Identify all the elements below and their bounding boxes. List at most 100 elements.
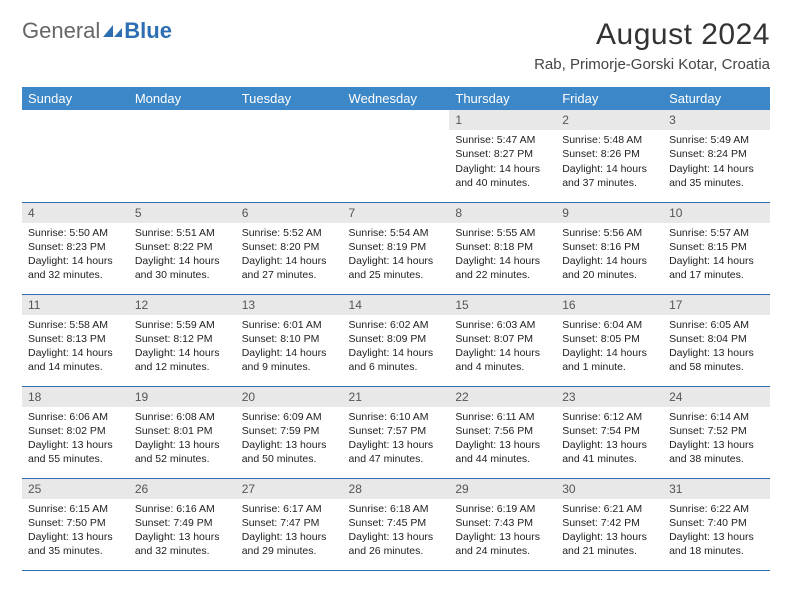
daylight-line: Daylight: 14 hours and 6 minutes.	[349, 346, 444, 374]
weekday-header: Sunday	[22, 87, 129, 110]
sunrise-line: Sunrise: 6:03 AM	[455, 318, 550, 332]
day-number: 2	[556, 110, 663, 130]
day-number: 11	[22, 295, 129, 315]
calendar-empty-cell	[129, 110, 236, 202]
daylight-line: Daylight: 13 hours and 44 minutes.	[455, 438, 550, 466]
daylight-line: Daylight: 13 hours and 55 minutes.	[28, 438, 123, 466]
daylight-line: Daylight: 14 hours and 9 minutes.	[242, 346, 337, 374]
sunset-line: Sunset: 7:54 PM	[562, 424, 657, 438]
calendar-day-cell: 27Sunrise: 6:17 AMSunset: 7:47 PMDayligh…	[236, 478, 343, 570]
calendar-row: 4Sunrise: 5:50 AMSunset: 8:23 PMDaylight…	[22, 202, 770, 294]
sunset-line: Sunset: 8:05 PM	[562, 332, 657, 346]
day-details: Sunrise: 6:01 AMSunset: 8:10 PMDaylight:…	[236, 315, 343, 379]
daylight-line: Daylight: 14 hours and 40 minutes.	[455, 162, 550, 190]
daylight-line: Daylight: 14 hours and 1 minute.	[562, 346, 657, 374]
day-details: Sunrise: 6:08 AMSunset: 8:01 PMDaylight:…	[129, 407, 236, 471]
calendar-day-cell: 29Sunrise: 6:19 AMSunset: 7:43 PMDayligh…	[449, 478, 556, 570]
day-details: Sunrise: 5:58 AMSunset: 8:13 PMDaylight:…	[22, 315, 129, 379]
day-number: 22	[449, 387, 556, 407]
day-number: 7	[343, 203, 450, 223]
calendar-day-cell: 7Sunrise: 5:54 AMSunset: 8:19 PMDaylight…	[343, 202, 450, 294]
sunset-line: Sunset: 7:50 PM	[28, 516, 123, 530]
daylight-line: Daylight: 13 hours and 41 minutes.	[562, 438, 657, 466]
sunset-line: Sunset: 8:13 PM	[28, 332, 123, 346]
weekday-header: Thursday	[449, 87, 556, 110]
calendar-day-cell: 3Sunrise: 5:49 AMSunset: 8:24 PMDaylight…	[663, 110, 770, 202]
daylight-line: Daylight: 13 hours and 32 minutes.	[135, 530, 230, 558]
day-details: Sunrise: 5:47 AMSunset: 8:27 PMDaylight:…	[449, 130, 556, 194]
location-text: Rab, Primorje-Gorski Kotar, Croatia	[534, 56, 770, 73]
daylight-line: Daylight: 14 hours and 4 minutes.	[455, 346, 550, 374]
sunrise-line: Sunrise: 6:05 AM	[669, 318, 764, 332]
calendar-day-cell: 2Sunrise: 5:48 AMSunset: 8:26 PMDaylight…	[556, 110, 663, 202]
sunrise-line: Sunrise: 6:17 AM	[242, 502, 337, 516]
sunset-line: Sunset: 8:18 PM	[455, 240, 550, 254]
daylight-line: Daylight: 14 hours and 22 minutes.	[455, 254, 550, 282]
day-details: Sunrise: 6:16 AMSunset: 7:49 PMDaylight:…	[129, 499, 236, 563]
header: General Blue August 2024 Rab, Primorje-G…	[22, 18, 770, 73]
sunrise-line: Sunrise: 6:09 AM	[242, 410, 337, 424]
daylight-line: Daylight: 14 hours and 35 minutes.	[669, 162, 764, 190]
day-number: 29	[449, 479, 556, 499]
sunset-line: Sunset: 8:20 PM	[242, 240, 337, 254]
day-details: Sunrise: 6:06 AMSunset: 8:02 PMDaylight:…	[22, 407, 129, 471]
calendar-day-cell: 21Sunrise: 6:10 AMSunset: 7:57 PMDayligh…	[343, 386, 450, 478]
sunrise-line: Sunrise: 5:55 AM	[455, 226, 550, 240]
daylight-line: Daylight: 13 hours and 52 minutes.	[135, 438, 230, 466]
day-details: Sunrise: 6:05 AMSunset: 8:04 PMDaylight:…	[663, 315, 770, 379]
calendar-day-cell: 17Sunrise: 6:05 AMSunset: 8:04 PMDayligh…	[663, 294, 770, 386]
sunrise-line: Sunrise: 5:58 AM	[28, 318, 123, 332]
day-details: Sunrise: 6:11 AMSunset: 7:56 PMDaylight:…	[449, 407, 556, 471]
sunrise-line: Sunrise: 6:14 AM	[669, 410, 764, 424]
day-details: Sunrise: 5:49 AMSunset: 8:24 PMDaylight:…	[663, 130, 770, 194]
calendar-day-cell: 12Sunrise: 5:59 AMSunset: 8:12 PMDayligh…	[129, 294, 236, 386]
weekday-header: Wednesday	[343, 87, 450, 110]
calendar-day-cell: 6Sunrise: 5:52 AMSunset: 8:20 PMDaylight…	[236, 202, 343, 294]
day-details: Sunrise: 6:17 AMSunset: 7:47 PMDaylight:…	[236, 499, 343, 563]
day-number: 5	[129, 203, 236, 223]
sunrise-line: Sunrise: 6:08 AM	[135, 410, 230, 424]
sunrise-line: Sunrise: 5:47 AM	[455, 133, 550, 147]
calendar-day-cell: 31Sunrise: 6:22 AMSunset: 7:40 PMDayligh…	[663, 478, 770, 570]
daylight-line: Daylight: 13 hours and 24 minutes.	[455, 530, 550, 558]
calendar-day-cell: 15Sunrise: 6:03 AMSunset: 8:07 PMDayligh…	[449, 294, 556, 386]
daylight-line: Daylight: 13 hours and 29 minutes.	[242, 530, 337, 558]
sunrise-line: Sunrise: 5:57 AM	[669, 226, 764, 240]
day-number: 21	[343, 387, 450, 407]
daylight-line: Daylight: 14 hours and 17 minutes.	[669, 254, 764, 282]
sunset-line: Sunset: 8:01 PM	[135, 424, 230, 438]
daylight-line: Daylight: 13 hours and 58 minutes.	[669, 346, 764, 374]
sunset-line: Sunset: 8:15 PM	[669, 240, 764, 254]
day-details: Sunrise: 5:55 AMSunset: 8:18 PMDaylight:…	[449, 223, 556, 287]
daylight-line: Daylight: 13 hours and 38 minutes.	[669, 438, 764, 466]
sunset-line: Sunset: 7:45 PM	[349, 516, 444, 530]
sunset-line: Sunset: 8:24 PM	[669, 147, 764, 161]
sunrise-line: Sunrise: 6:12 AM	[562, 410, 657, 424]
daylight-line: Daylight: 13 hours and 21 minutes.	[562, 530, 657, 558]
day-number: 4	[22, 203, 129, 223]
day-number: 6	[236, 203, 343, 223]
sunset-line: Sunset: 8:09 PM	[349, 332, 444, 346]
sunset-line: Sunset: 8:16 PM	[562, 240, 657, 254]
title-block: August 2024 Rab, Primorje-Gorski Kotar, …	[534, 18, 770, 73]
calendar-day-cell: 14Sunrise: 6:02 AMSunset: 8:09 PMDayligh…	[343, 294, 450, 386]
sunrise-line: Sunrise: 5:56 AM	[562, 226, 657, 240]
daylight-line: Daylight: 14 hours and 37 minutes.	[562, 162, 657, 190]
day-details: Sunrise: 6:12 AMSunset: 7:54 PMDaylight:…	[556, 407, 663, 471]
day-number: 17	[663, 295, 770, 315]
calendar-day-cell: 19Sunrise: 6:08 AMSunset: 8:01 PMDayligh…	[129, 386, 236, 478]
sunset-line: Sunset: 8:19 PM	[349, 240, 444, 254]
daylight-line: Daylight: 13 hours and 18 minutes.	[669, 530, 764, 558]
calendar-table: SundayMondayTuesdayWednesdayThursdayFrid…	[22, 87, 770, 571]
sunset-line: Sunset: 8:22 PM	[135, 240, 230, 254]
sunset-line: Sunset: 8:04 PM	[669, 332, 764, 346]
calendar-empty-cell	[236, 110, 343, 202]
sunrise-line: Sunrise: 6:22 AM	[669, 502, 764, 516]
day-details: Sunrise: 5:56 AMSunset: 8:16 PMDaylight:…	[556, 223, 663, 287]
sunset-line: Sunset: 8:26 PM	[562, 147, 657, 161]
calendar-empty-cell	[343, 110, 450, 202]
daylight-line: Daylight: 13 hours and 50 minutes.	[242, 438, 337, 466]
day-number: 12	[129, 295, 236, 315]
daylight-line: Daylight: 14 hours and 20 minutes.	[562, 254, 657, 282]
daylight-line: Daylight: 13 hours and 35 minutes.	[28, 530, 123, 558]
